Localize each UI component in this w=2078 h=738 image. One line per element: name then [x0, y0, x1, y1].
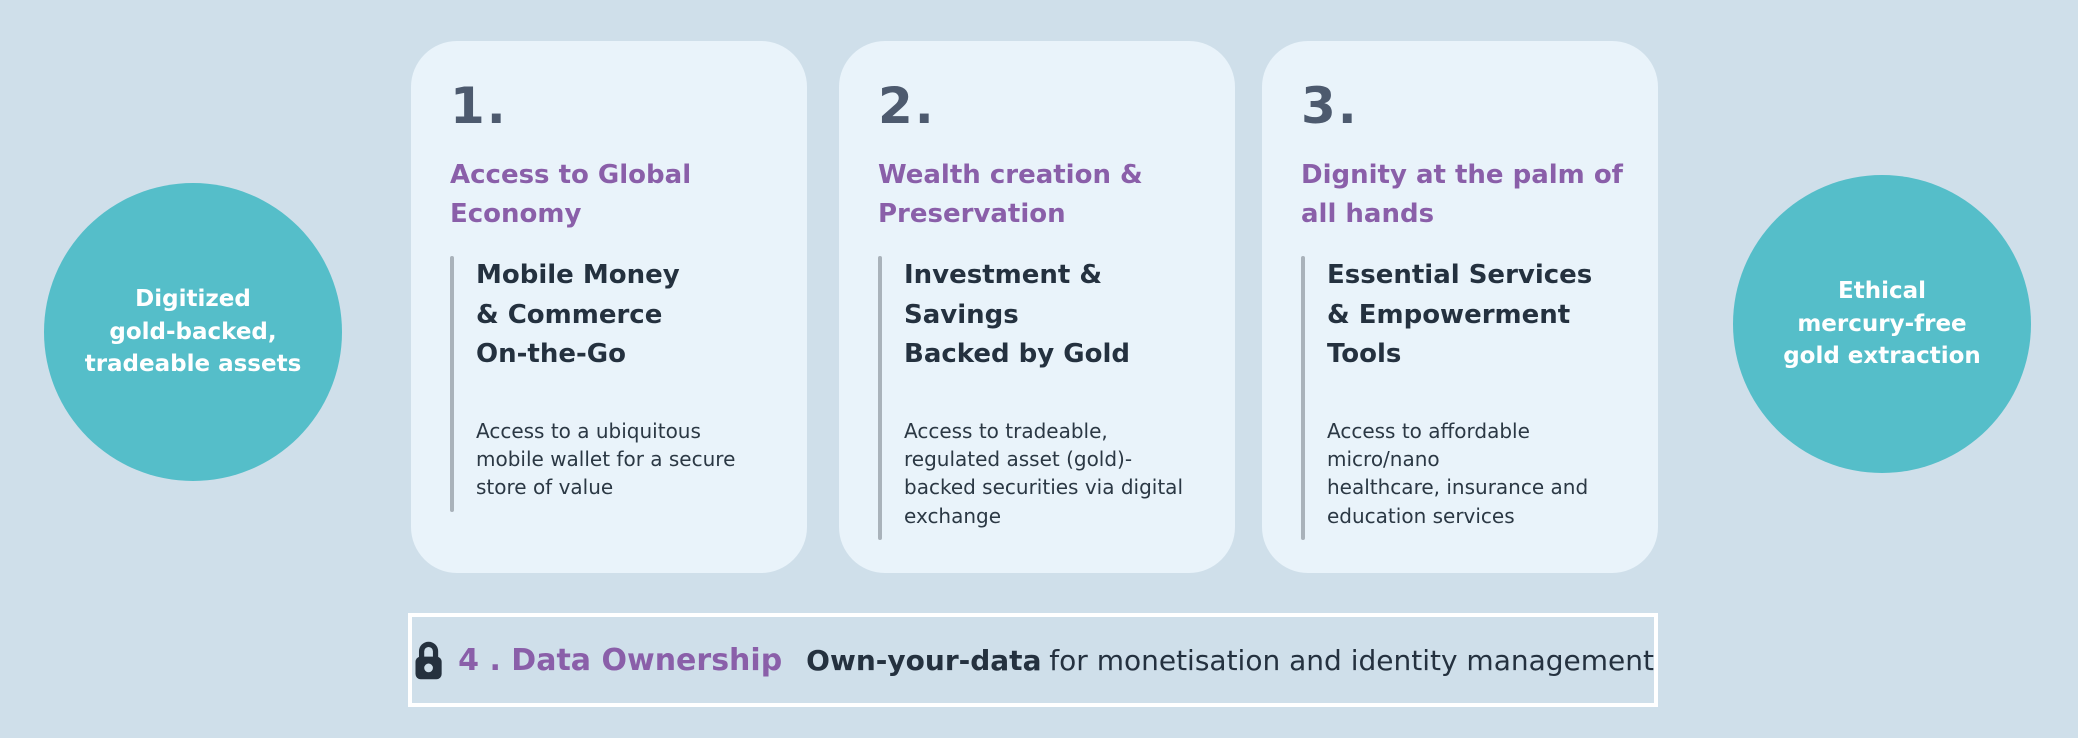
- lock-icon: [415, 641, 442, 679]
- card-access-global-economy: 1. Access to Global Economy Mobile Money…: [411, 41, 807, 573]
- accent-bar: [878, 256, 882, 541]
- banner-emphasis: Own-your-data: [806, 643, 1042, 677]
- banner-text: Own-your-data for monetisation and identi…: [806, 644, 1654, 677]
- card-1-title: Access to Global Economy: [450, 160, 692, 229]
- card-3-body-text: Access to affordable micro/nano healthca…: [1327, 418, 1589, 528]
- circle-ethical-extraction: Ethical mercury-free gold extraction: [1733, 175, 2031, 473]
- card-3-number: 3.: [1301, 77, 1359, 135]
- card-2-title: Wealth creation & Preservation: [878, 160, 1143, 229]
- card-1-subtitle: Mobile Money & Commerce On-the-Go: [476, 260, 680, 370]
- card-2-number: 2.: [878, 77, 936, 135]
- banner-label: 4 . Data Ownership: [458, 642, 783, 678]
- card-dignity: 3. Dignity at the palm of all hands Esse…: [1262, 41, 1658, 573]
- card-3-content-block: Essential Services & Empowerment Tools A…: [1301, 256, 1628, 541]
- banner-rest: for monetisation and identity management: [1049, 643, 1654, 677]
- card-2-subtitle: Investment & Savings Backed by Gold: [904, 260, 1131, 370]
- circle-ethical-extraction-text: Ethical mercury-free gold extraction: [1783, 278, 1981, 370]
- accent-bar: [1301, 256, 1305, 541]
- card-3-title: Dignity at the palm of all hands: [1301, 160, 1623, 229]
- card-1-number: 1.: [450, 77, 508, 135]
- card-2-content-block: Investment & Savings Backed by Gold Acce…: [878, 256, 1205, 541]
- card-3-subtitle: Essential Services & Empowerment Tools: [1327, 260, 1593, 370]
- card-2-body-text: Access to tradeable, regulated asset (go…: [904, 418, 1183, 528]
- card-1-body-text: Access to a ubiquitous mobile wallet for…: [476, 418, 736, 500]
- circle-digitized-assets: Digitized gold-backed, tradeable assets: [44, 183, 342, 481]
- card-wealth-creation: 2. Wealth creation & Preservation Invest…: [839, 41, 1235, 573]
- circle-digitized-assets-text: Digitized gold-backed, tradeable assets: [84, 286, 302, 378]
- accent-bar: [450, 256, 454, 512]
- data-ownership-banner: 4 . Data Ownership Own-your-data for mone…: [408, 613, 1658, 707]
- card-1-content-block: Mobile Money & Commerce On-the-Go Access…: [450, 256, 777, 512]
